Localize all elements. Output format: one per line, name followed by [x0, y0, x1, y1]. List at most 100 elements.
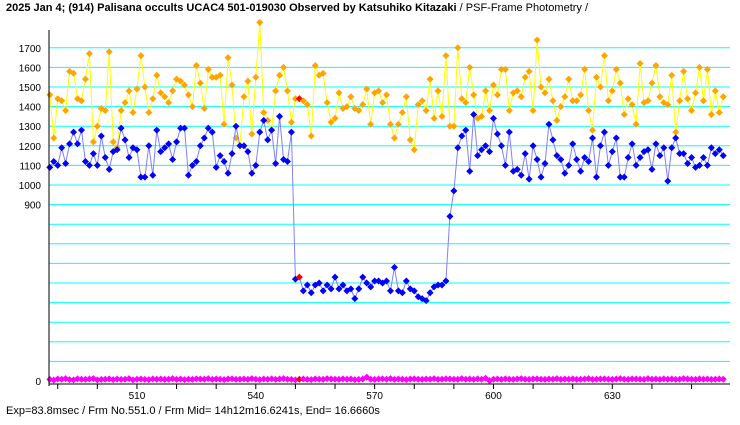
comparison-point	[62, 107, 70, 115]
target-point	[525, 175, 533, 183]
comparison-point	[426, 75, 434, 83]
target-point	[141, 173, 149, 181]
target-point	[620, 173, 628, 181]
target-point	[513, 165, 521, 173]
comparison-point	[359, 101, 367, 109]
background-point	[533, 375, 541, 383]
y-tick-labels: 0 900 1000 1100 1200 1300 1400 1500 1600 1700	[19, 44, 42, 388]
target-point	[656, 152, 664, 160]
comparison-point	[628, 101, 636, 109]
target-point	[287, 128, 295, 136]
x-tick-label: 630	[604, 391, 621, 402]
target-point	[711, 150, 719, 158]
target-point	[77, 126, 85, 134]
background-point	[541, 375, 549, 383]
comparison-point	[319, 69, 327, 77]
comparison-point	[458, 95, 466, 103]
target-point	[355, 285, 363, 293]
target-point	[46, 163, 54, 171]
background-point	[390, 375, 398, 383]
background-point	[474, 375, 482, 383]
comparison-point	[196, 79, 204, 87]
frame-info-footer: Exp=83.8msec / Frm No.551.0 / Frm Mid= 1…	[6, 405, 380, 417]
background-point	[375, 375, 383, 383]
target-point	[121, 136, 129, 144]
target-point	[85, 161, 93, 169]
target-point	[549, 136, 557, 144]
background-point	[608, 375, 616, 383]
target-point	[232, 122, 240, 130]
comparison-point	[620, 110, 628, 118]
background-point	[418, 375, 426, 383]
background-point	[529, 375, 537, 383]
comparison-point	[161, 93, 169, 101]
comparison-point	[200, 105, 208, 113]
target-point	[200, 134, 208, 142]
target-point	[157, 148, 165, 156]
background-point	[133, 375, 141, 383]
target-point	[331, 273, 339, 281]
target-point	[561, 169, 569, 177]
target-point	[54, 161, 62, 169]
background-point	[446, 375, 454, 383]
target-point	[462, 126, 470, 134]
comparison-point	[216, 71, 224, 79]
y-tick-label: 1100	[19, 161, 41, 172]
background-point	[537, 375, 545, 383]
target-point	[359, 273, 367, 281]
comparison-point	[184, 91, 192, 99]
target-point	[466, 167, 474, 175]
background-point	[466, 375, 474, 383]
comparison-point	[264, 116, 272, 124]
comparison-point	[513, 87, 521, 95]
target-point	[125, 154, 133, 162]
comparison-point	[192, 61, 200, 69]
background-point	[707, 375, 715, 383]
background-point	[648, 375, 656, 383]
target-point	[565, 161, 573, 169]
target-point	[660, 144, 668, 152]
background-point	[315, 375, 323, 383]
background-point	[525, 375, 533, 383]
comparison-point	[695, 63, 703, 71]
comparison-point	[703, 65, 711, 73]
comparison-point	[664, 101, 672, 109]
target-point	[383, 277, 391, 285]
background-point	[573, 375, 581, 383]
background-point	[565, 375, 573, 383]
comparison-point	[177, 77, 185, 85]
background-point	[612, 375, 620, 383]
comparison-point	[410, 146, 418, 154]
background-point	[711, 375, 719, 383]
target-point	[327, 285, 335, 293]
target-point	[616, 173, 624, 181]
target-point	[248, 169, 256, 177]
target-point	[699, 154, 707, 162]
target-point	[632, 161, 640, 169]
chart-subtitle: / PSF-Frame Photometry /	[459, 2, 589, 14]
background-point	[509, 375, 517, 383]
target-point	[581, 154, 589, 162]
comparison-point	[77, 97, 85, 105]
target-point	[553, 152, 561, 160]
comparison-point	[224, 54, 232, 62]
target-point	[458, 132, 466, 140]
background-point	[212, 375, 220, 383]
target-point	[438, 281, 446, 289]
comparison-point	[648, 79, 656, 87]
target-point	[541, 159, 549, 167]
target-point	[589, 134, 597, 142]
background-point	[715, 375, 723, 383]
target-point	[303, 281, 311, 289]
comparison-point	[165, 99, 173, 107]
comparison-point	[644, 97, 652, 105]
comparison-point	[141, 83, 149, 91]
target-point	[70, 128, 78, 136]
target-point	[501, 161, 509, 169]
comparison-point	[454, 44, 462, 52]
background-point	[121, 375, 129, 383]
target-point	[489, 114, 497, 122]
background-point	[688, 375, 696, 383]
target-point	[50, 157, 58, 165]
background-point	[367, 375, 375, 383]
